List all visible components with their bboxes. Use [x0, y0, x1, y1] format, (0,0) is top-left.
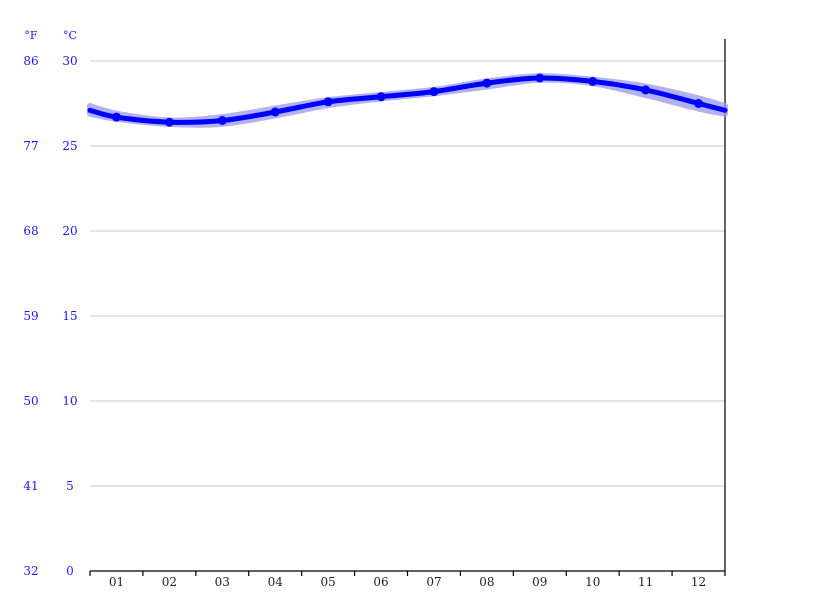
x-tick-label-month: 09 [532, 575, 547, 589]
temperature-points [111, 73, 704, 127]
x-tick-label-month: 12 [691, 575, 706, 589]
data-point [641, 85, 651, 95]
data-point [111, 112, 121, 122]
temperature-line [87, 75, 728, 125]
fahrenheit-unit-label: °F [24, 29, 38, 42]
x-tick-label-month: 06 [373, 575, 388, 589]
x-tick-label-month: 11 [638, 575, 653, 589]
x-tick-label-month: 04 [268, 575, 284, 589]
temperature-range-band [87, 73, 728, 128]
gridlines [90, 60, 725, 487]
y-tick-label-fahrenheit: 77 [23, 139, 38, 153]
x-tick-label-month: 05 [320, 575, 335, 589]
x-tick-label-month: 02 [162, 575, 177, 589]
data-point [164, 117, 174, 127]
data-point [429, 87, 439, 97]
y-tick-label-fahrenheit: 41 [23, 479, 38, 493]
x-tick-label-month: 01 [109, 575, 124, 589]
x-tick-label-month: 10 [585, 575, 600, 589]
data-point [694, 99, 704, 108]
y-tick-label-celsius: 0 [66, 564, 74, 578]
data-point [270, 107, 280, 117]
x-axis: 01 02 03 04 05 06 07 08 09 10 11 12 [89, 38, 726, 589]
y-tick-label-fahrenheit: 50 [23, 394, 38, 408]
y-axis-ticks: 32 0 41 5 50 10 59 15 68 20 77 25 86 30 [23, 54, 77, 578]
x-tick-label-month: 08 [479, 575, 494, 589]
data-point [217, 116, 227, 125]
y-tick-label-fahrenheit: 86 [23, 54, 38, 68]
y-tick-label-fahrenheit: 68 [23, 224, 38, 238]
y-tick-label-celsius: 10 [62, 394, 77, 408]
celsius-unit-label: °C [63, 29, 77, 42]
y-tick-label-celsius: 20 [62, 224, 77, 238]
y-tick-label-fahrenheit: 32 [23, 564, 38, 578]
data-point [323, 97, 333, 107]
y-tick-label-fahrenheit: 59 [23, 309, 38, 323]
data-point [535, 73, 545, 83]
series-line [87, 75, 728, 125]
data-point [376, 92, 386, 102]
y-tick-label-celsius: 15 [62, 309, 77, 323]
data-point [588, 76, 598, 86]
data-point [482, 78, 492, 88]
x-tick-label-month: 03 [215, 575, 230, 589]
x-tick-label-month: 07 [426, 575, 441, 589]
y-tick-label-celsius: 25 [62, 139, 77, 153]
y-tick-label-celsius: 30 [62, 54, 77, 68]
range-band [87, 73, 728, 128]
y-tick-label-celsius: 5 [66, 479, 74, 493]
